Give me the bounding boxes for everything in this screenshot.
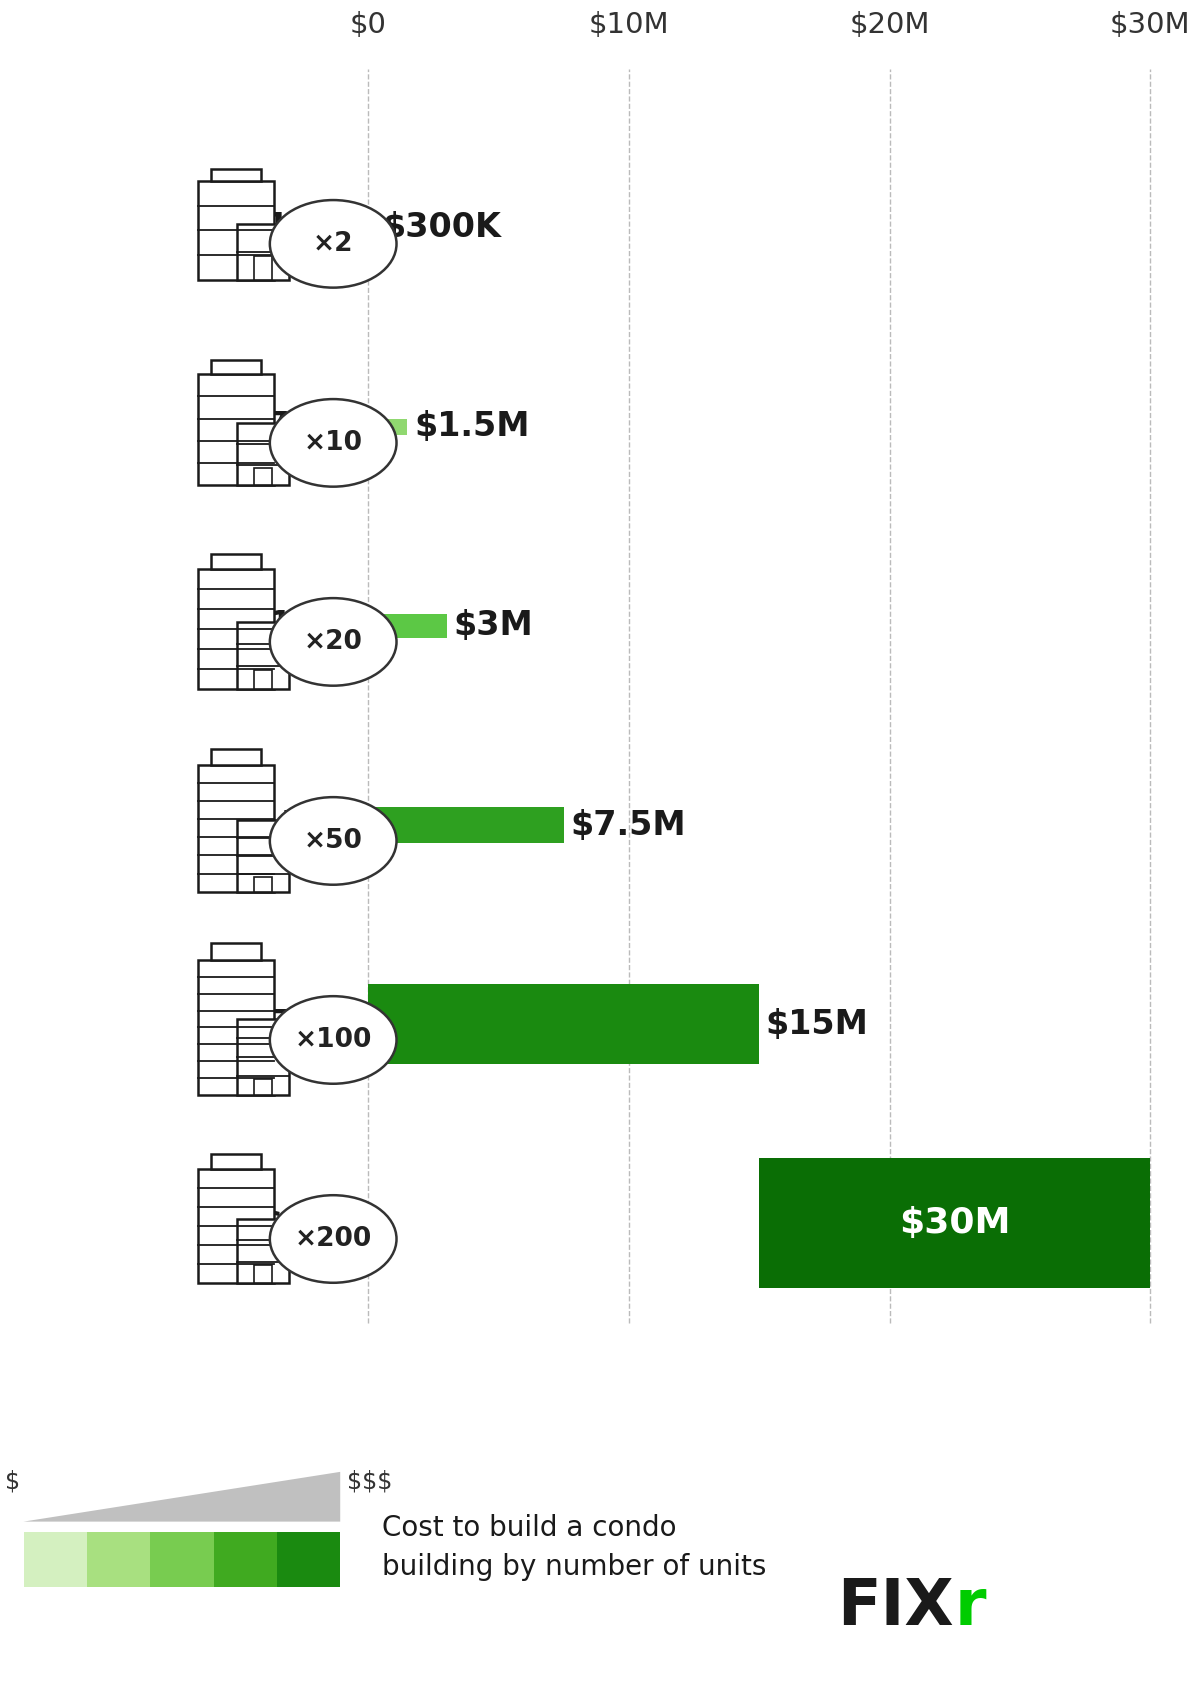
Text: $1.5M: $1.5M: [246, 610, 362, 642]
Text: ×200: ×200: [294, 1227, 372, 1252]
Text: $: $: [5, 1469, 20, 1495]
Bar: [198, 180, 274, 280]
Text: r: r: [954, 1575, 985, 1638]
Polygon shape: [24, 1473, 341, 1522]
Bar: [24, 1532, 86, 1587]
Bar: [238, 224, 289, 280]
Bar: [254, 876, 272, 891]
Text: $1.5M: $1.5M: [414, 411, 529, 443]
Bar: [254, 1265, 272, 1284]
Ellipse shape: [270, 1195, 396, 1282]
Ellipse shape: [270, 201, 396, 288]
Ellipse shape: [270, 598, 396, 686]
Bar: [254, 669, 272, 689]
Bar: [211, 944, 260, 960]
Bar: [238, 821, 289, 891]
Text: $10M: $10M: [589, 10, 670, 39]
Bar: [211, 168, 260, 180]
Text: ×20: ×20: [304, 629, 362, 655]
Bar: [368, 226, 376, 231]
Bar: [198, 374, 274, 485]
Text: $300K: $300K: [383, 211, 502, 244]
Text: $3.75M: $3.75M: [223, 809, 362, 841]
Bar: [211, 748, 260, 765]
Bar: [368, 807, 564, 842]
Ellipse shape: [270, 797, 396, 885]
Text: $30M: $30M: [899, 1206, 1010, 1240]
Bar: [198, 765, 274, 891]
Text: $20M: $20M: [850, 10, 930, 39]
Bar: [254, 256, 272, 280]
Bar: [760, 1158, 1151, 1287]
Bar: [214, 1532, 277, 1587]
Text: $150K: $150K: [244, 211, 362, 244]
Text: $750K: $750K: [244, 411, 362, 443]
Bar: [277, 1532, 341, 1587]
Text: $$$: $$$: [347, 1469, 392, 1495]
Text: ×100: ×100: [294, 1026, 372, 1053]
Text: Cost to build a condo
building by number of units: Cost to build a condo building by number…: [383, 1515, 767, 1581]
Bar: [238, 1019, 289, 1095]
Text: $15M: $15M: [259, 1206, 362, 1240]
Bar: [238, 423, 289, 485]
Text: ×10: ×10: [304, 430, 362, 457]
Ellipse shape: [270, 996, 396, 1083]
Text: $30M: $30M: [1110, 10, 1190, 39]
Bar: [198, 960, 274, 1095]
Text: $3M: $3M: [454, 610, 533, 642]
Text: ×2: ×2: [313, 231, 354, 256]
Bar: [254, 1078, 272, 1095]
Bar: [238, 622, 289, 689]
Bar: [368, 984, 760, 1063]
Text: $7.5M: $7.5M: [570, 809, 686, 841]
Text: $0: $0: [350, 10, 386, 39]
Bar: [211, 554, 260, 570]
Bar: [368, 420, 408, 435]
Text: $7.5M: $7.5M: [246, 1008, 362, 1041]
Text: FIX: FIX: [838, 1575, 954, 1638]
Bar: [211, 1154, 260, 1169]
Text: $15M: $15M: [766, 1008, 869, 1041]
Bar: [150, 1532, 214, 1587]
Bar: [86, 1532, 150, 1587]
Ellipse shape: [270, 399, 396, 487]
Bar: [211, 361, 260, 374]
Bar: [254, 468, 272, 485]
Bar: [368, 613, 446, 639]
Bar: [198, 570, 274, 689]
Bar: [238, 1218, 289, 1284]
Text: ×50: ×50: [304, 827, 362, 854]
Bar: [198, 1169, 274, 1284]
